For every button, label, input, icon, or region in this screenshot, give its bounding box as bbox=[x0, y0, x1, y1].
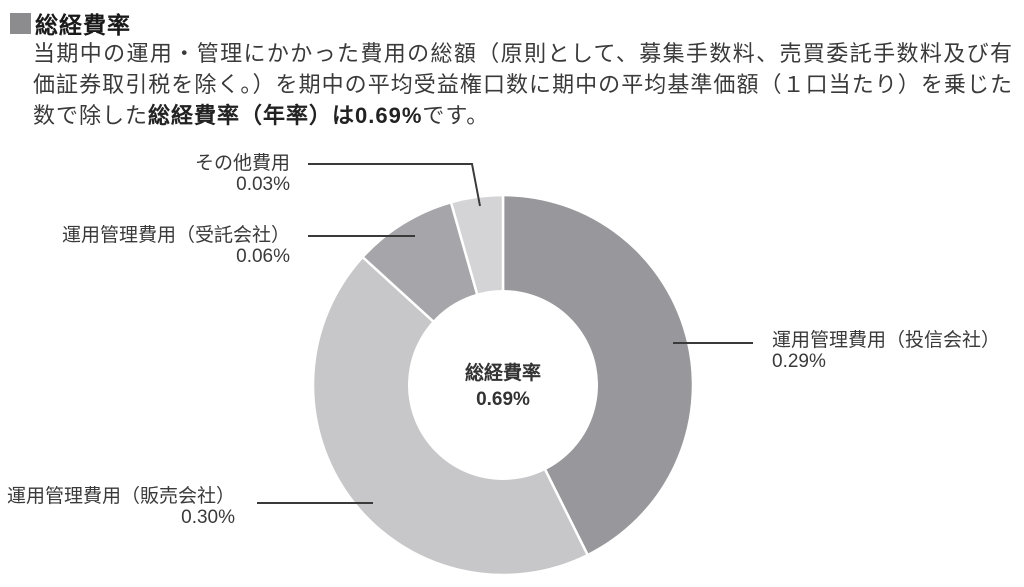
label-trustee-fee-name: 運用管理費用（受託会社） bbox=[61, 225, 290, 246]
label-distributor-fee-value: 0.30% bbox=[181, 507, 235, 528]
label-management-fee: 運用管理費用（投信会社） 0.29% bbox=[772, 330, 1012, 372]
description-bold-ratio: 総経費率（年率）は0.69% bbox=[148, 103, 423, 128]
donut-slices bbox=[311, 193, 695, 577]
donut-center-label: 総経費率 0.69% bbox=[403, 361, 603, 413]
label-distributor-fee: 運用管理費用（販売会社） 0.30% bbox=[0, 486, 235, 528]
label-other-fees-name: その他費用 bbox=[194, 153, 290, 174]
label-management-fee-name: 運用管理費用（投信会社） bbox=[772, 330, 1001, 351]
section-title: 総経費率 bbox=[35, 12, 131, 38]
donut-center-hole bbox=[408, 290, 598, 480]
description-text-tail: です。 bbox=[422, 103, 490, 128]
leader-line-other bbox=[308, 163, 481, 207]
label-management-fee-value: 0.29% bbox=[772, 351, 826, 372]
label-trustee-fee: 運用管理費用（受託会社） 0.06% bbox=[40, 225, 290, 267]
description-text: 当期中の運用・管理にかかった費用の総額（原則として、募集手数料、売買委託手数料及… bbox=[33, 41, 1013, 128]
label-other-fees-value: 0.03% bbox=[236, 174, 290, 195]
label-other-fees: その他費用 0.03% bbox=[90, 153, 290, 195]
label-distributor-fee-name: 運用管理費用（販売会社） bbox=[6, 486, 235, 507]
description-paragraph: 当期中の運用・管理にかかった費用の総額（原則として、募集手数料、売買委託手数料及… bbox=[33, 38, 1013, 131]
label-trustee-fee-value: 0.06% bbox=[236, 246, 290, 267]
donut-center-title: 総経費率 bbox=[464, 363, 541, 384]
section-header: 総経費率 bbox=[10, 6, 131, 40]
section-marker-square-icon bbox=[10, 12, 31, 34]
donut-center-value: 0.69% bbox=[476, 389, 530, 410]
